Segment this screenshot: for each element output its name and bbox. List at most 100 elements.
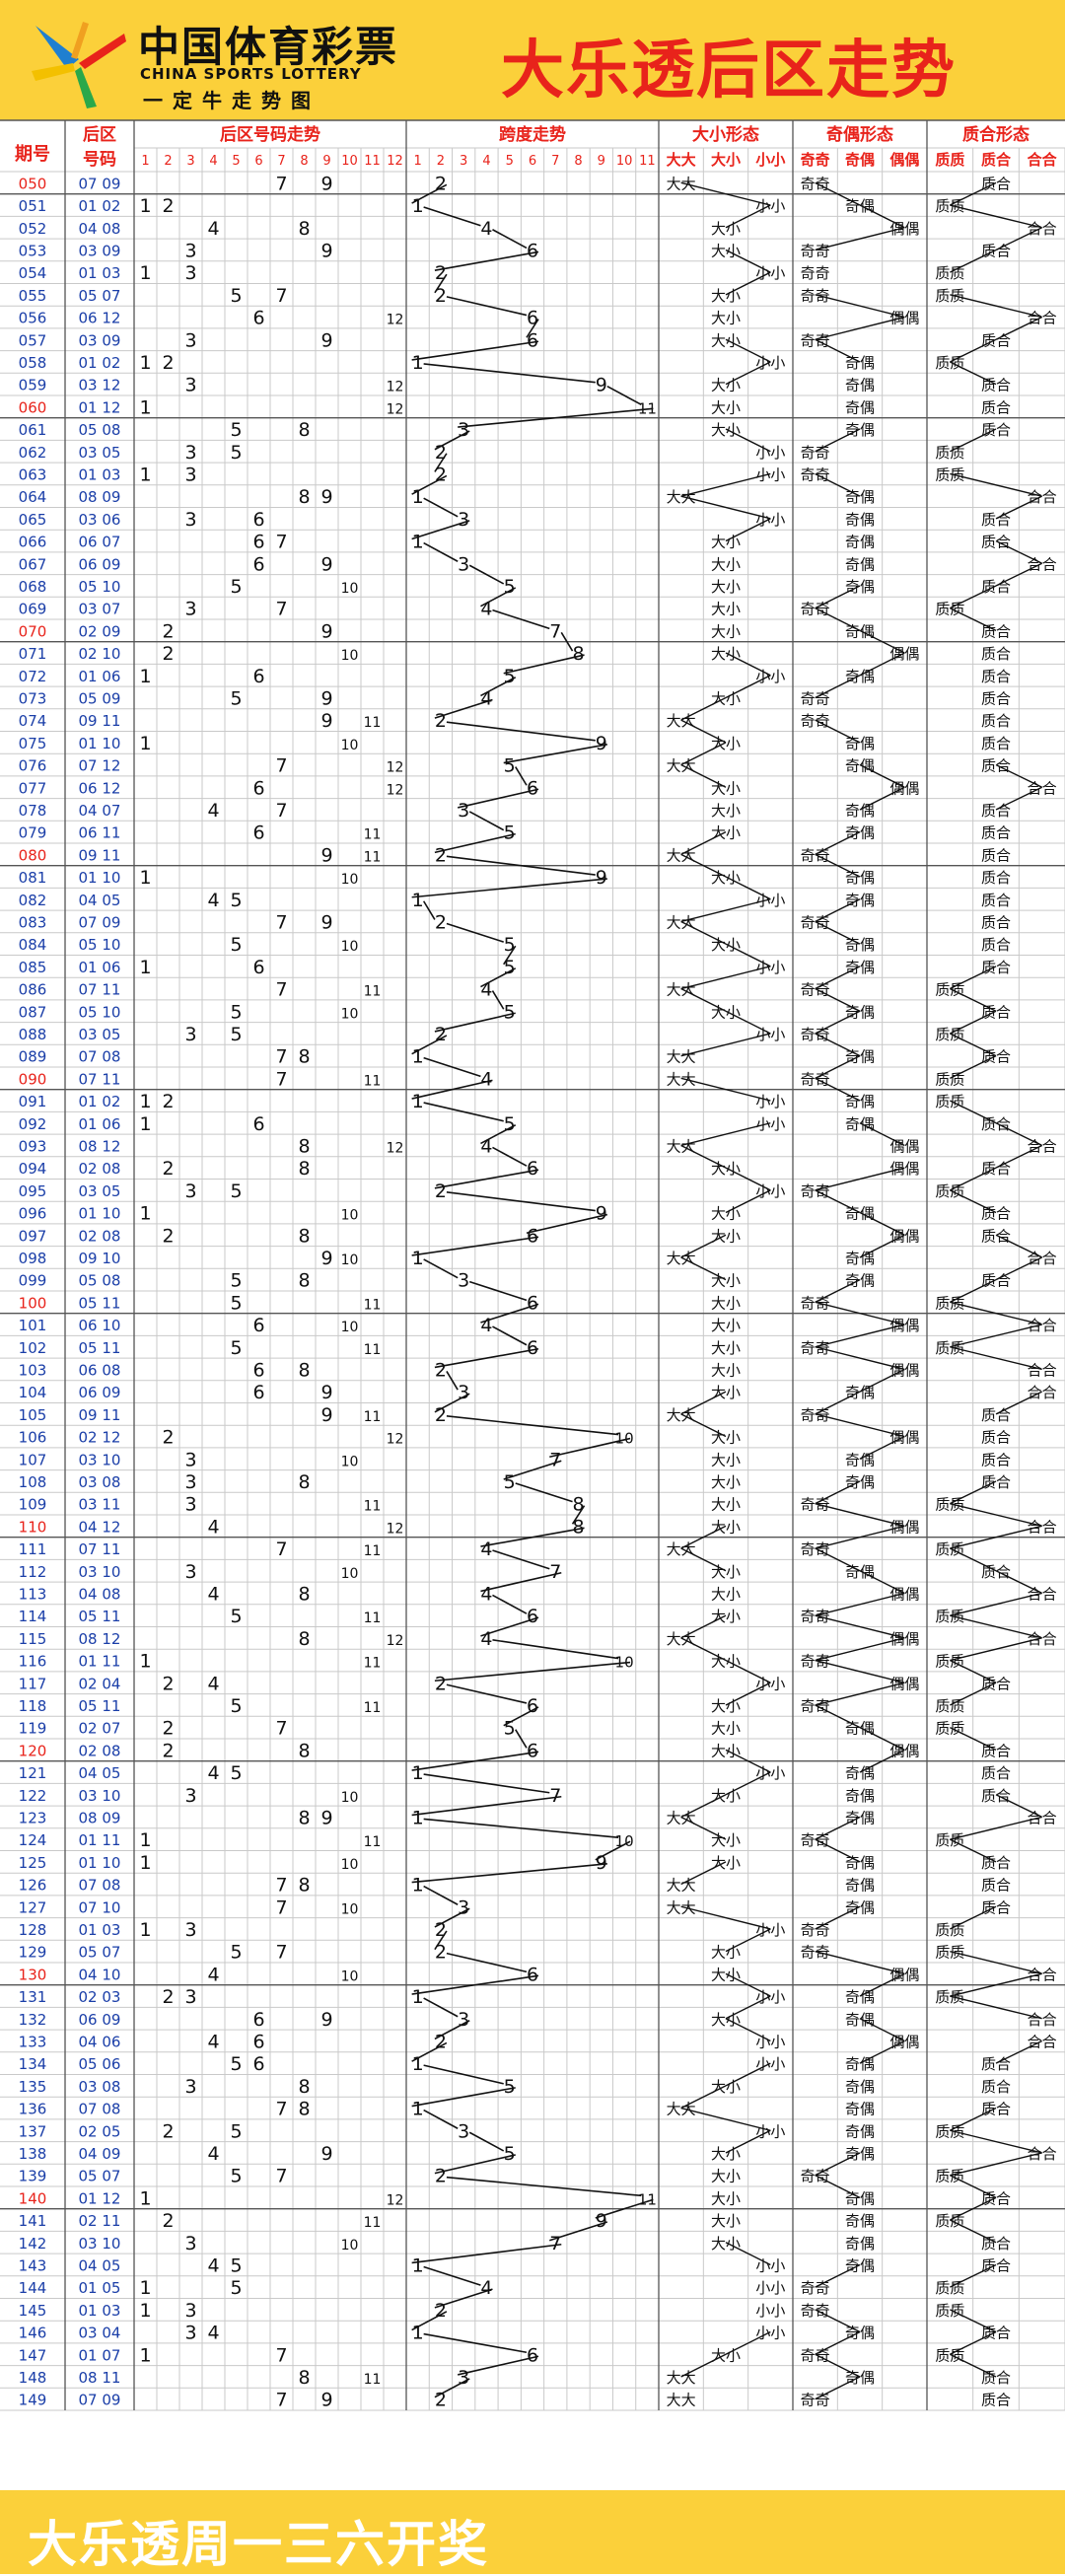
span-trend-line — [480, 1616, 539, 1637]
span-value: 1 — [412, 2053, 424, 2075]
trend-number: 5 — [230, 1695, 242, 1717]
size-value: 小小 — [755, 1093, 785, 1110]
size-value: 小小 — [755, 1921, 785, 1939]
back-numbers: 04 05 — [79, 2256, 121, 2274]
span-trend-line — [434, 273, 448, 294]
span-value: 2 — [435, 1024, 447, 1045]
period-label: 118 — [19, 1697, 47, 1715]
trend-number: 3 — [184, 1449, 196, 1470]
size-value: 小小 — [755, 1764, 785, 1782]
header-parity: 奇偶形态 — [826, 124, 893, 145]
size-trend-line — [725, 1995, 771, 2020]
trend-number: 4 — [207, 2254, 219, 2276]
trend-number: 5 — [230, 1181, 242, 1202]
span-value: 6 — [527, 1964, 538, 1985]
parity-value: 奇偶 — [845, 534, 875, 551]
trend-number: 5 — [230, 687, 242, 709]
span-trend-line — [446, 1415, 619, 1436]
back-numbers: 04 12 — [79, 1518, 121, 1536]
trend-number: 8 — [298, 1628, 310, 1650]
back-numbers: 06 09 — [79, 2011, 121, 2029]
trend-number: 7 — [275, 1068, 287, 1090]
span-trend-line — [560, 631, 574, 652]
span-trend-line — [411, 2311, 448, 2331]
prime-value: 合合 — [1028, 1317, 1057, 1334]
prime-trend-line — [950, 1301, 1042, 1325]
size-value: 大小 — [711, 869, 741, 887]
parity-trend-line — [859, 1749, 905, 1773]
size-value: 大小 — [711, 2346, 741, 2364]
size-trend-line — [680, 472, 771, 497]
prime-value: 质合 — [981, 1563, 1011, 1581]
size-trend-line — [680, 1033, 771, 1057]
back-numbers: 01 03 — [79, 1921, 121, 1939]
period-label: 108 — [19, 1473, 47, 1491]
prime-trend-line — [995, 316, 1042, 340]
trend-number: 10 — [341, 1252, 359, 1268]
span-trend-line — [423, 2332, 528, 2354]
trend-number: 6 — [252, 1315, 264, 1336]
period-label: 107 — [19, 1451, 47, 1468]
prime-trend-line — [950, 2175, 997, 2198]
trend-tick-label: 7 — [277, 154, 285, 169]
span-value: 2 — [435, 2166, 447, 2187]
parity-value: 奇奇 — [801, 1496, 830, 1514]
trend-number: 4 — [207, 1673, 219, 1694]
size-value: 大大 — [667, 981, 696, 999]
parity-value: 奇偶 — [845, 757, 875, 775]
period-label: 069 — [19, 601, 47, 618]
prime-value: 质合 — [981, 735, 1011, 752]
period-label: 066 — [19, 534, 47, 551]
period-label: 100 — [19, 1294, 47, 1312]
size-trend-line — [680, 742, 727, 766]
prime-value: 质合 — [981, 421, 1011, 439]
size-value: 大小 — [711, 1361, 741, 1379]
trend-number: 5 — [230, 1270, 242, 1292]
period-label: 071 — [19, 645, 47, 663]
span-value: 4 — [480, 1583, 492, 1605]
trend-number: 7 — [275, 1718, 287, 1740]
trend-number: 11 — [364, 1700, 382, 1716]
span-value: 1 — [412, 1762, 424, 1784]
size-trend-line — [680, 1525, 727, 1549]
span-trend-line — [492, 1325, 528, 1346]
parity-value: 奇奇 — [801, 689, 830, 707]
parity-trend-line — [859, 1368, 905, 1393]
size-value: 大小 — [711, 331, 741, 349]
span-trend-line — [468, 564, 505, 585]
size-value: 小小 — [755, 1115, 785, 1133]
trend-number: 3 — [184, 1024, 196, 1045]
size-value: 大小 — [711, 1518, 741, 1536]
size-value: 大大 — [667, 1540, 696, 1558]
prime-value: 合合 — [1028, 1630, 1057, 1648]
parity-value: 奇奇 — [801, 2279, 830, 2297]
size-trend-line — [725, 652, 771, 677]
size-value: 大小 — [711, 1585, 741, 1603]
size-value: 大小 — [711, 1608, 741, 1625]
period-label: 145 — [19, 2302, 47, 2320]
trend-number: 1 — [139, 262, 151, 284]
span-value: 3 — [458, 553, 469, 575]
prime-trend-line — [950, 2129, 1042, 2154]
back-numbers: 02 08 — [79, 1742, 121, 1759]
trend-number: 8 — [298, 1135, 310, 1157]
span-trend-line — [515, 1729, 528, 1749]
parity-value: 奇偶 — [845, 197, 875, 215]
back-numbers: 03 05 — [79, 1182, 121, 1200]
prime-trend-line — [995, 1391, 1042, 1415]
size-value: 大大 — [667, 2392, 696, 2409]
span-value: 6 — [527, 2344, 538, 2366]
size-value: 大小 — [711, 1966, 741, 1983]
trend-number: 4 — [207, 1762, 219, 1784]
back-numbers: 06 11 — [79, 824, 121, 842]
period-label: 098 — [19, 1250, 47, 1267]
prime-value: 合合 — [1028, 1518, 1057, 1536]
span-trend-line — [446, 922, 504, 943]
span-tick-label: 9 — [598, 154, 605, 169]
parity-trend-line — [815, 853, 861, 878]
prime-trend-line — [995, 227, 1042, 251]
trend-number: 1 — [139, 957, 151, 978]
back-numbers: 03 05 — [79, 444, 121, 462]
trend-number: 9 — [320, 329, 332, 351]
prime-trend-line — [950, 2353, 997, 2378]
